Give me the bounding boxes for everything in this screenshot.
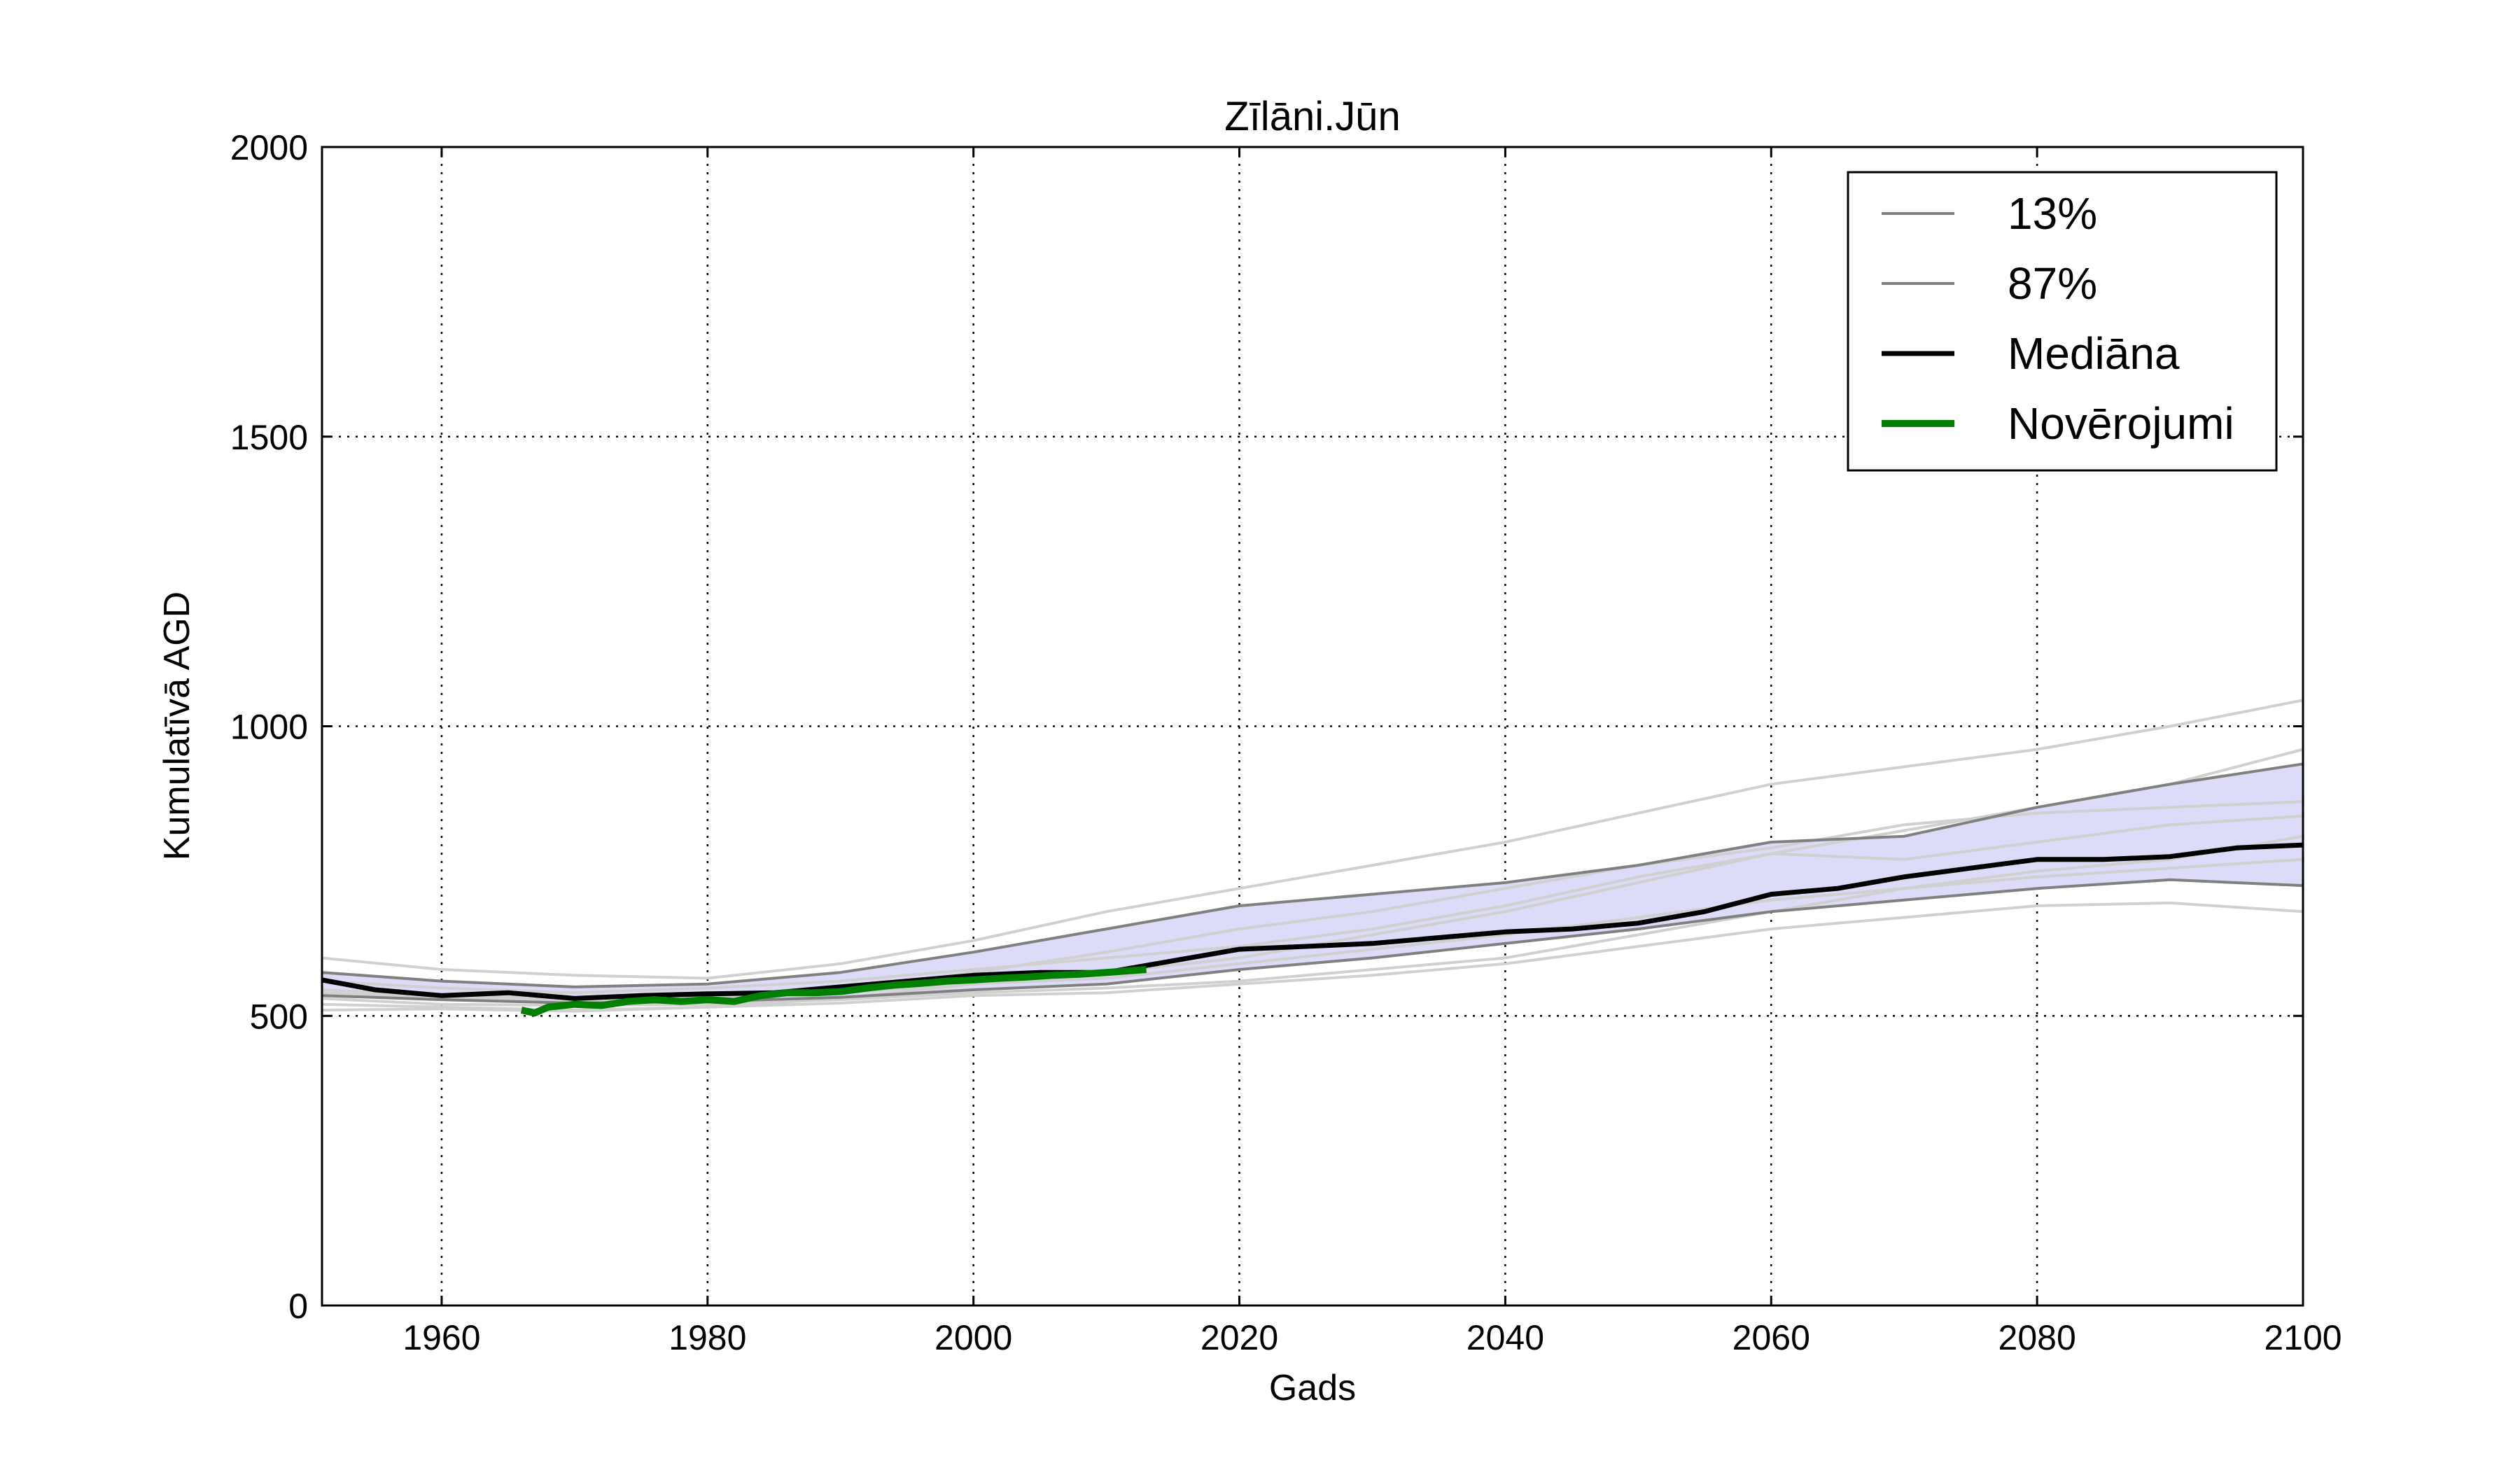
y-tick-label: 2000 <box>230 128 308 167</box>
legend-label-87: 87% <box>2008 258 2097 309</box>
chart-title: Zīlāni.Jūn <box>1224 94 1400 139</box>
x-axis-label: Gads <box>1269 1368 1356 1408</box>
y-tick-label: 1000 <box>230 708 308 747</box>
x-tick-label: 2060 <box>1732 1318 1810 1357</box>
legend-label-13: 13% <box>2008 188 2097 239</box>
series-lines <box>321 762 2304 1017</box>
x-tick-label: 1980 <box>668 1318 746 1357</box>
ticks: 1960 1980 2000 2020 2040 2060 2080 2100 0 500 1000… <box>230 128 2342 1357</box>
series-line-observations <box>520 966 1147 1017</box>
y-tick-label: 1500 <box>230 418 308 457</box>
legend-label-median: Mediāna <box>2008 328 2180 379</box>
x-tick-label: 2080 <box>1998 1318 2076 1357</box>
x-tick-label: 1960 <box>402 1318 480 1357</box>
legend: 13% 87% Mediāna Novērojumi <box>1847 171 2278 472</box>
y-axis-label: Kumulatīvā AGD <box>157 592 197 860</box>
ensemble-line <box>321 901 2304 1013</box>
legend-label-observations: Novērojumi <box>2008 398 2234 449</box>
series-line-87 <box>321 762 2304 988</box>
series-line-median <box>321 842 2304 1001</box>
x-tick-label: 2020 <box>1200 1318 1278 1357</box>
x-tick-label: 2100 <box>2264 1318 2342 1357</box>
x-tick-label: 2000 <box>934 1318 1012 1357</box>
x-tick-label: 2040 <box>1466 1318 1544 1357</box>
ensemble-line <box>321 814 2304 995</box>
y-tick-label: 0 <box>288 1287 308 1326</box>
ensemble-line <box>321 699 2304 980</box>
y-tick-label: 500 <box>250 997 308 1036</box>
ensemble-line <box>321 834 2304 1007</box>
